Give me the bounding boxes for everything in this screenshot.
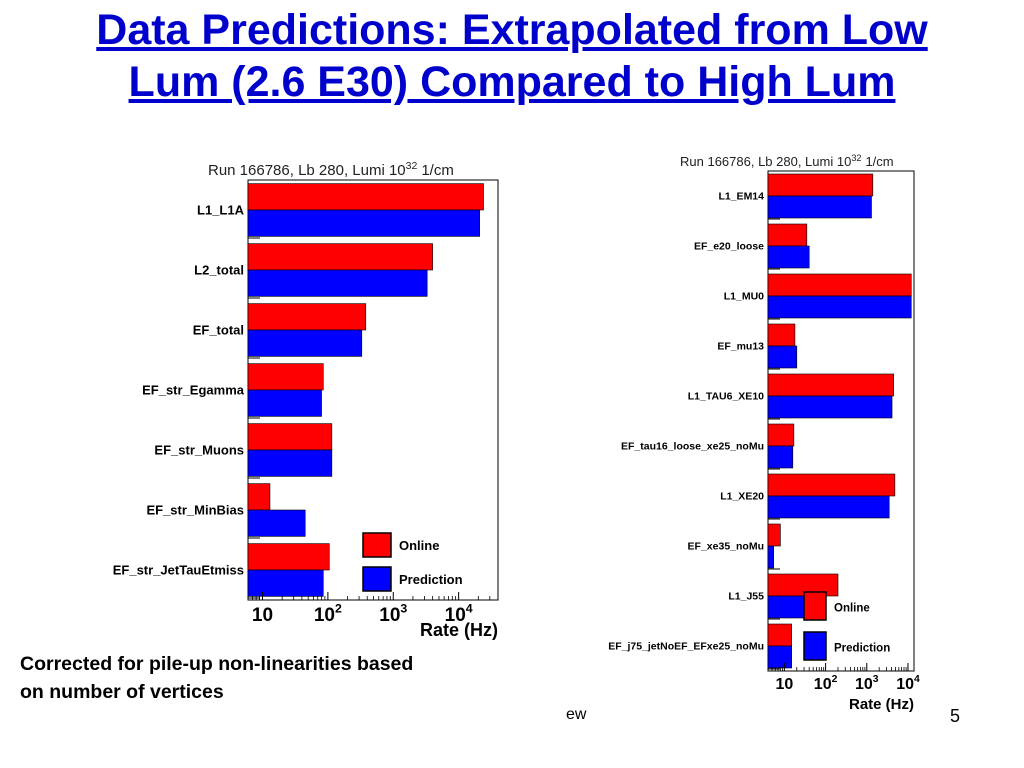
category-label: EF_str_Muons: [154, 443, 244, 458]
bar-online: [767, 573, 839, 597]
category-label: EF_e20_loose: [694, 241, 764, 253]
slide-title-line-1: Data Predictions: Extrapolated from Low: [96, 6, 928, 54]
bar-prediction: [247, 509, 306, 537]
bar-online: [767, 223, 808, 247]
legend-swatch-online: [362, 532, 392, 558]
bar-prediction: [767, 545, 774, 569]
legend-swatch-online: [803, 591, 827, 621]
bar-online: [767, 373, 894, 397]
caption-line-1: Corrected for pile-up non-linearities ba…: [20, 653, 414, 675]
category-label: EF_xe35_noMu: [688, 541, 764, 553]
bar-prediction: [247, 269, 428, 297]
category-label: EF_tau16_loose_xe25_noMu: [621, 441, 764, 453]
category-label: L2_total: [194, 263, 244, 278]
x-axis-label: Rate (Hz): [420, 620, 498, 640]
bar-prediction: [767, 495, 890, 519]
bar-prediction: [247, 329, 363, 357]
bar-online: [247, 543, 330, 571]
bar-prediction: [767, 445, 794, 469]
category-label: EF_str_MinBias: [146, 503, 244, 518]
bar-online: [247, 303, 367, 331]
bar-prediction: [767, 645, 792, 669]
category-label: EF_mu13: [717, 341, 764, 353]
category-label: L1_TAU6_XE10: [688, 391, 764, 403]
x-axis-label: Rate (Hz): [849, 696, 914, 713]
category-label: EF_str_Egamma: [142, 383, 245, 398]
legend-swatch-prediction: [803, 631, 827, 661]
bar-prediction: [767, 295, 912, 319]
category-label: EF_j75_jetNoEF_EFxe25_noMu: [608, 641, 764, 653]
bar-online: [247, 363, 324, 391]
bar-online: [767, 523, 781, 547]
chart-left-svg: Run 166786, Lb 280, Lumi 1032 1/cm L1_L1A L…: [113, 160, 499, 640]
category-label: L1_MU0: [724, 291, 764, 303]
category-label: EF_str_JetTauEtmiss: [113, 563, 244, 578]
legend-swatch-prediction: [362, 566, 392, 592]
x-tick-label: 102: [314, 601, 342, 626]
legend-label: Prediction: [834, 643, 890, 655]
caption: Corrected for pile-up non-linearities ba…: [20, 650, 560, 706]
chart-title: Run 166786, Lb 280, Lumi 1032 1/cm: [680, 153, 894, 169]
bar-prediction: [247, 389, 322, 417]
caption-line-2: on number of vertices: [20, 681, 224, 703]
bar-online: [767, 423, 795, 447]
bar-online: [767, 323, 796, 347]
bar-prediction: [767, 195, 872, 219]
category-label: L1_EM14: [718, 191, 764, 203]
category-label: L1_J55: [728, 591, 764, 603]
legend-label: Prediction: [399, 572, 463, 587]
bar-prediction: [767, 395, 893, 419]
chart-left: Run 166786, Lb 280, Lumi 1032 1/cm L1_L1A L…: [80, 150, 540, 645]
page-number: 5: [950, 706, 961, 726]
bar-prediction: [247, 569, 324, 597]
bar-online: [767, 173, 874, 197]
bar-online: [247, 483, 271, 511]
slide-title: Data Predictions: Extrapolated from Low …: [0, 4, 1024, 108]
x-tick-label: 103: [379, 601, 407, 626]
chart-right: Run 166786, Lb 280, Lumi 1032 1/cm L1_EM14…: [585, 145, 955, 715]
x-tick-label: 102: [814, 674, 838, 693]
bar-prediction: [247, 209, 481, 237]
bar-prediction: [767, 245, 810, 269]
x-tick-label: 103: [855, 674, 879, 693]
x-tick-label: 104: [896, 674, 920, 693]
bar-online: [767, 473, 896, 497]
bar-online: [247, 423, 333, 451]
legend-label: Online: [399, 538, 439, 553]
bar-online: [767, 623, 792, 647]
category-label: EF_total: [193, 323, 244, 338]
x-tick-label: 10: [775, 676, 793, 693]
footer-center-text: ew: [566, 706, 587, 723]
bar-online: [247, 243, 433, 271]
bar-online: [767, 273, 912, 297]
bar-prediction: [767, 345, 798, 369]
chart-right-svg: Run 166786, Lb 280, Lumi 1032 1/cm L1_EM14…: [608, 153, 920, 713]
category-label: L1_XE20: [720, 491, 764, 503]
x-tick-label: 104: [445, 601, 473, 626]
chart-title: Run 166786, Lb 280, Lumi 1032 1/cm: [208, 160, 454, 179]
category-label: L1_L1A: [197, 203, 245, 218]
x-tick-label: 10: [252, 605, 273, 626]
legend-label: Online: [834, 603, 870, 615]
bar-online: [247, 183, 484, 211]
bar-prediction: [247, 449, 333, 477]
slide-title-line-2: Lum (2.6 E30) Compared to High Lum: [128, 58, 896, 106]
